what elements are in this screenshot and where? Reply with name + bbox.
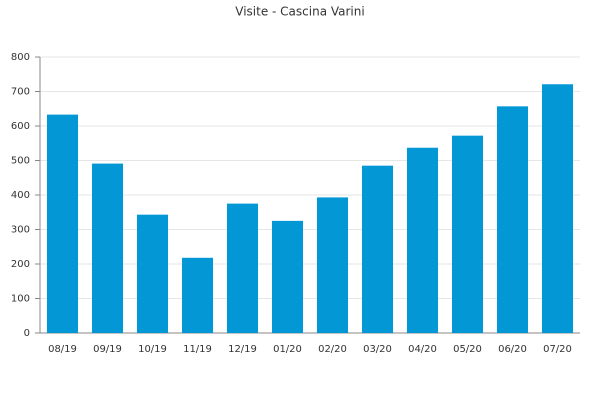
bar [361,165,394,333]
y-tick-label: 300 [11,225,30,236]
x-tick-label: 09/19 [93,344,122,355]
x-tick-label: 12/19 [228,344,257,355]
x-tick-label: 11/19 [183,344,212,355]
x-tick-label: 07/20 [543,344,572,355]
bar [406,147,439,333]
chart-title: Visite - Cascina Varini [235,5,364,19]
x-tick-label: 04/20 [408,344,437,355]
bar [91,163,124,333]
bar [136,214,169,333]
y-tick-label: 0 [24,328,30,339]
y-tick-label: 800 [11,52,30,63]
y-tick-label: 600 [11,121,30,132]
x-tick-label: 06/20 [498,344,527,355]
x-tick-label: 02/20 [318,344,347,355]
bar [181,257,214,333]
bar [451,135,484,333]
bar [496,106,529,334]
x-tick-label: 08/19 [48,344,77,355]
x-tick-label: 03/20 [363,344,392,355]
y-tick-label: 700 [11,87,30,98]
y-tick-label: 500 [11,156,30,167]
y-tick-label: 200 [11,259,30,270]
bar [46,114,79,334]
x-tick-label: 10/19 [138,344,167,355]
x-tick-label: 05/20 [453,344,482,355]
bar [541,84,574,333]
y-tick-label: 100 [11,294,30,305]
y-tick-label: 400 [11,190,30,201]
bar [226,203,259,333]
bar [316,197,349,333]
bar [271,220,304,333]
x-tick-label: 01/20 [273,344,302,355]
